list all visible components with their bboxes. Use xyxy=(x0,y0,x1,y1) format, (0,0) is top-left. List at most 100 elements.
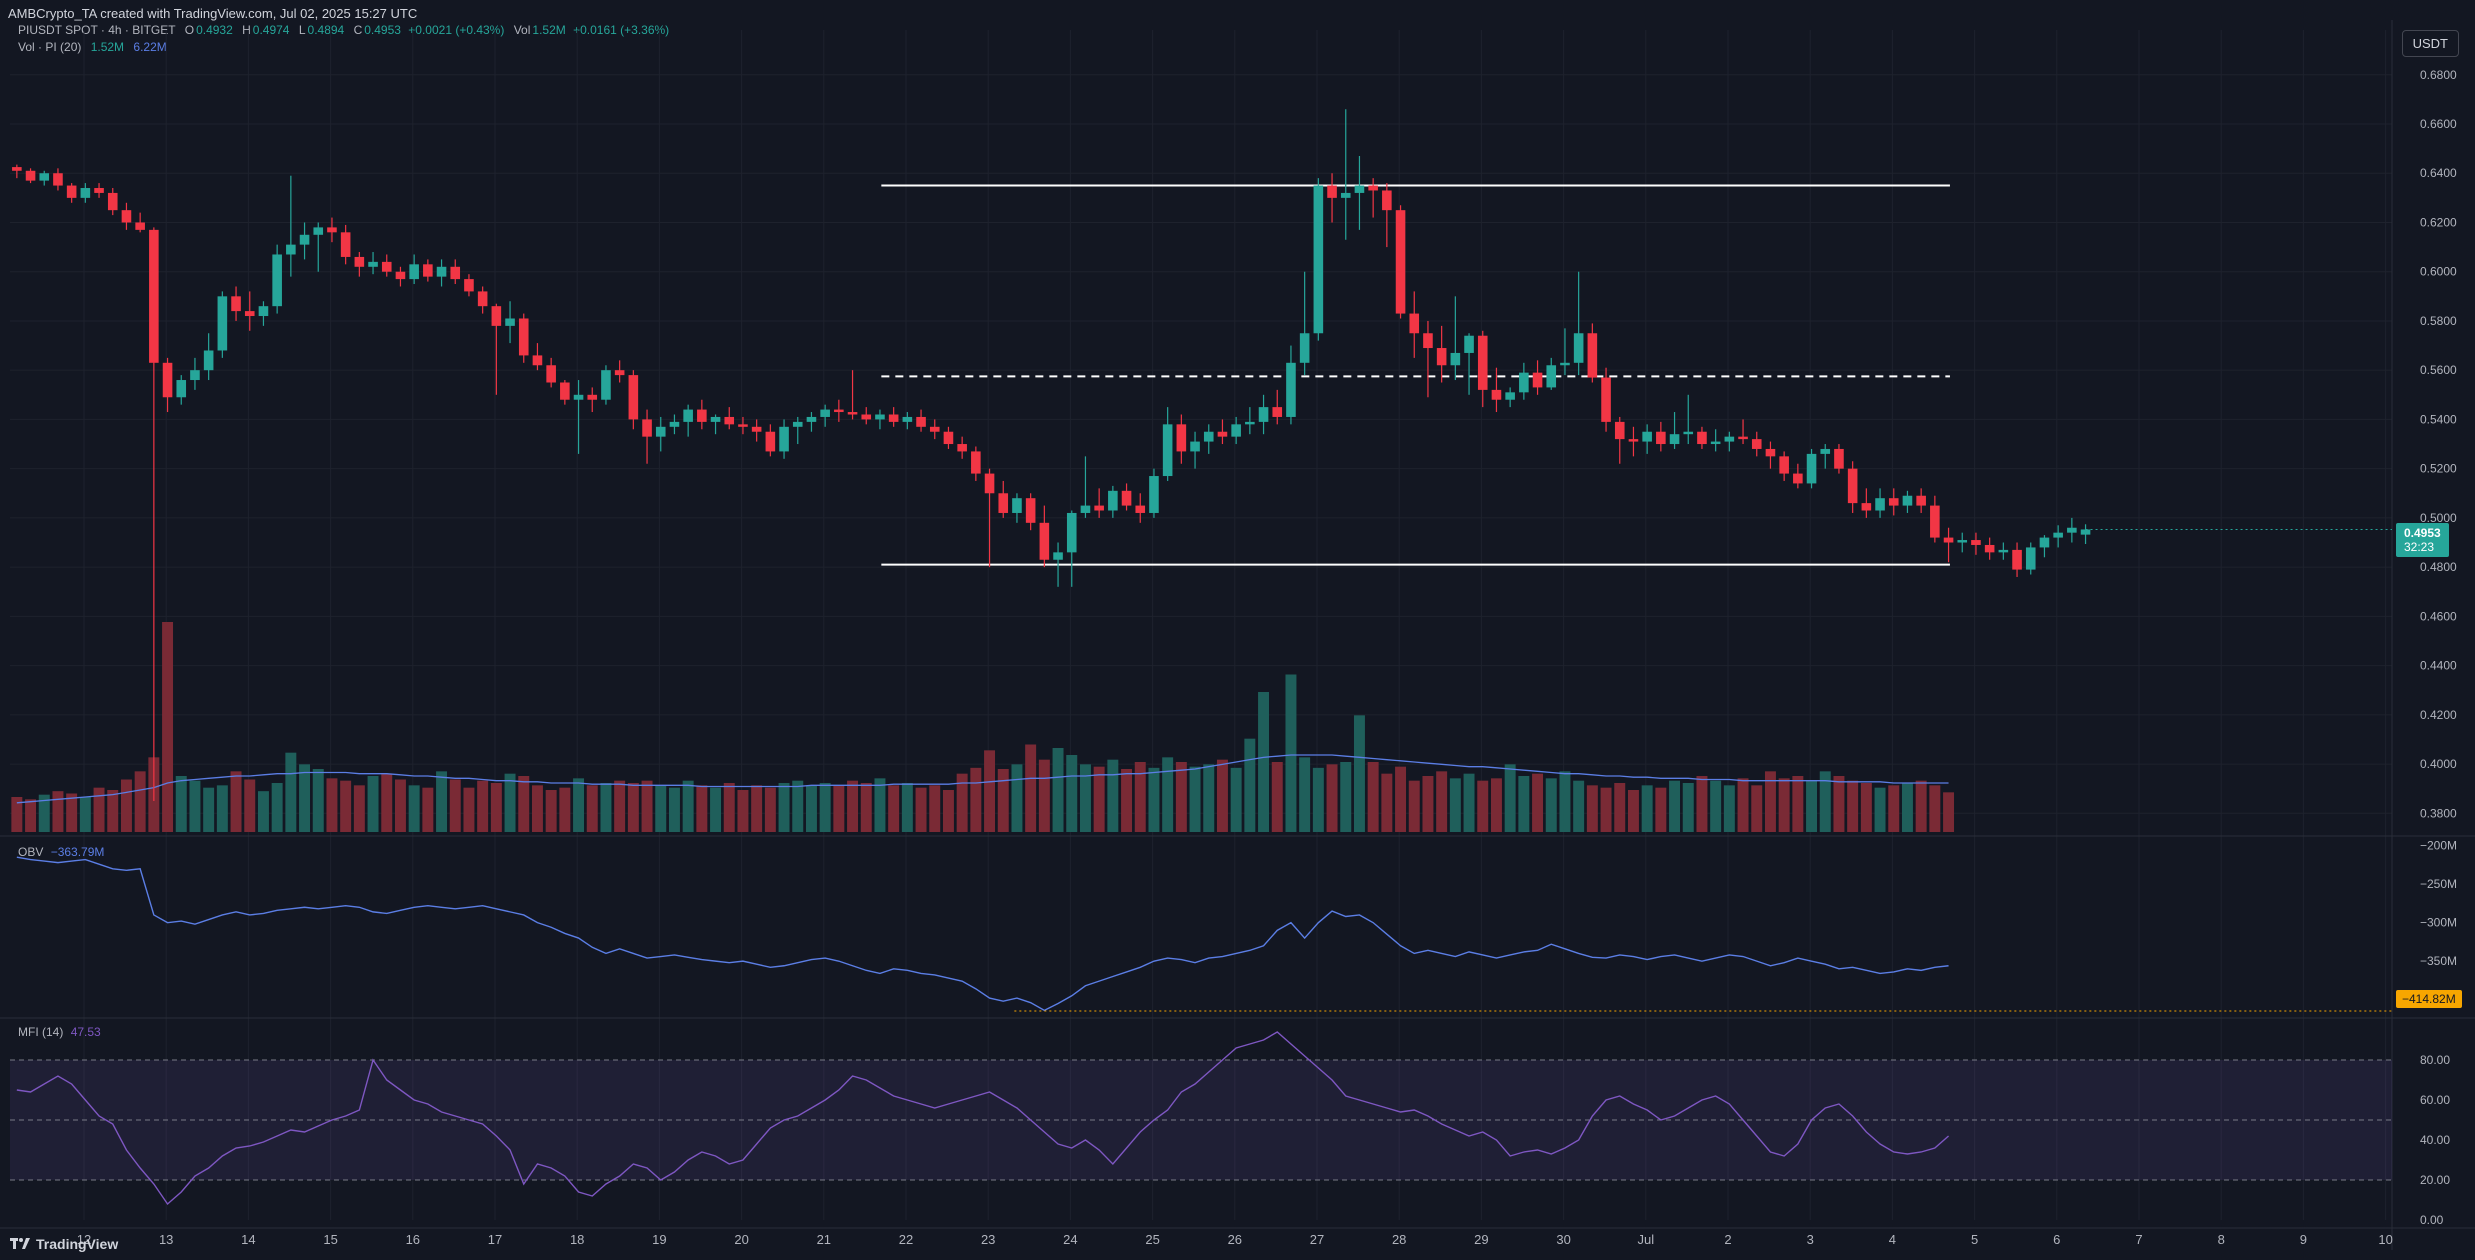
volume-bar xyxy=(915,787,927,832)
candle-body xyxy=(450,266,461,280)
candle-body xyxy=(231,296,241,312)
volume-bar xyxy=(1723,785,1735,832)
candle-body xyxy=(1299,333,1310,363)
volume-bar xyxy=(1682,783,1694,832)
volume-bar xyxy=(1792,776,1804,832)
candle-body xyxy=(409,264,419,280)
volume-bar xyxy=(367,776,379,832)
volume-bar xyxy=(1436,771,1448,832)
candle-body xyxy=(655,426,666,437)
candle-body xyxy=(532,355,543,366)
time-tick-label: 2 xyxy=(1724,1232,1731,1247)
time-tick-label: 8 xyxy=(2218,1232,2225,1247)
price-tick-label: 0.6600 xyxy=(2420,117,2457,131)
volume-bar xyxy=(11,797,23,832)
candle xyxy=(916,409,926,432)
candle-body xyxy=(381,261,392,272)
candle-body xyxy=(327,227,337,233)
candle-body xyxy=(1546,365,1557,388)
candle xyxy=(532,343,543,371)
candle-body xyxy=(1738,436,1748,440)
candle-body xyxy=(943,431,954,445)
candle-body xyxy=(1176,424,1187,452)
candle-body xyxy=(176,380,187,398)
candle-body xyxy=(1491,389,1502,400)
candle-body xyxy=(1724,436,1735,442)
candle xyxy=(368,252,378,275)
candle-body xyxy=(12,167,22,171)
candle-body xyxy=(861,414,872,420)
volume-bar xyxy=(956,773,968,832)
time-tick-label: 26 xyxy=(1228,1232,1242,1247)
candle-body xyxy=(2025,547,2036,570)
candle-body xyxy=(436,266,447,277)
candle xyxy=(1121,483,1132,511)
volume-bar xyxy=(1038,759,1050,832)
volume-bar xyxy=(1737,778,1749,832)
candle xyxy=(1793,463,1803,489)
candle xyxy=(2025,542,2036,575)
candle xyxy=(1423,320,1433,398)
time-tick-label: 7 xyxy=(2135,1232,2142,1247)
candle xyxy=(1354,156,1365,230)
candle-body xyxy=(1245,421,1255,425)
volume-bar xyxy=(230,771,242,832)
tradingview-logo-icon xyxy=(10,1238,30,1249)
price-tick-label: 0.5200 xyxy=(2420,462,2457,476)
volume-bar xyxy=(1545,778,1557,832)
candle-body xyxy=(916,416,926,427)
currency-button[interactable]: USDT xyxy=(2401,30,2459,57)
candle xyxy=(1217,419,1228,445)
volume-bar xyxy=(833,785,845,832)
mfi-legend: MFI (14) 47.53 xyxy=(18,1025,101,1039)
time-tick-label: 17 xyxy=(488,1232,502,1247)
candle xyxy=(724,407,735,430)
volume-bar xyxy=(1929,785,1941,832)
time-tick-label: 28 xyxy=(1392,1232,1406,1247)
candle-body xyxy=(190,370,200,381)
candle xyxy=(601,365,611,405)
candle-body xyxy=(560,382,570,400)
open-value: 0.4932 xyxy=(196,23,233,37)
candle-body xyxy=(1039,522,1050,560)
candle-body xyxy=(1847,468,1858,504)
volume-legend-label: Vol · PI (20) xyxy=(18,40,82,54)
candle-body xyxy=(149,229,159,363)
price-tick-label: 0.3800 xyxy=(2420,806,2457,820)
candle-body xyxy=(340,232,351,257)
price-tick-label: 0.5000 xyxy=(2420,511,2457,525)
candle-body xyxy=(1258,407,1269,422)
volume-bar xyxy=(381,773,393,832)
candle-body xyxy=(1286,362,1296,417)
candle xyxy=(1943,527,1954,563)
volume-bar xyxy=(1175,762,1187,832)
candle-body xyxy=(1779,456,1789,474)
candle xyxy=(1203,424,1214,454)
time-tick-label: 27 xyxy=(1310,1232,1324,1247)
volume-bar xyxy=(1696,776,1708,832)
candle xyxy=(518,313,529,363)
obv-pane: −200M−250M−300M−350M−400M xyxy=(16,839,2457,1012)
candle xyxy=(642,409,652,464)
candle-body xyxy=(1313,185,1324,334)
candle-body xyxy=(765,431,776,452)
volume-bar xyxy=(1504,764,1516,832)
candle-body xyxy=(1395,210,1406,314)
candle-body xyxy=(313,227,324,235)
candle-body xyxy=(94,188,104,193)
volume-bar xyxy=(1778,778,1790,832)
candle xyxy=(1806,448,1817,489)
candle xyxy=(1409,291,1420,358)
candle xyxy=(1340,109,1351,240)
volume-bars xyxy=(11,622,1955,832)
candle-body xyxy=(1656,431,1666,445)
candle-body xyxy=(984,473,995,494)
candle-body xyxy=(792,421,803,427)
candle xyxy=(984,468,995,568)
candle xyxy=(902,412,913,430)
candle xyxy=(80,183,91,203)
candle xyxy=(1984,537,1995,560)
candle-body xyxy=(217,296,228,351)
mfi-legend-label: MFI (14) xyxy=(18,1025,64,1039)
